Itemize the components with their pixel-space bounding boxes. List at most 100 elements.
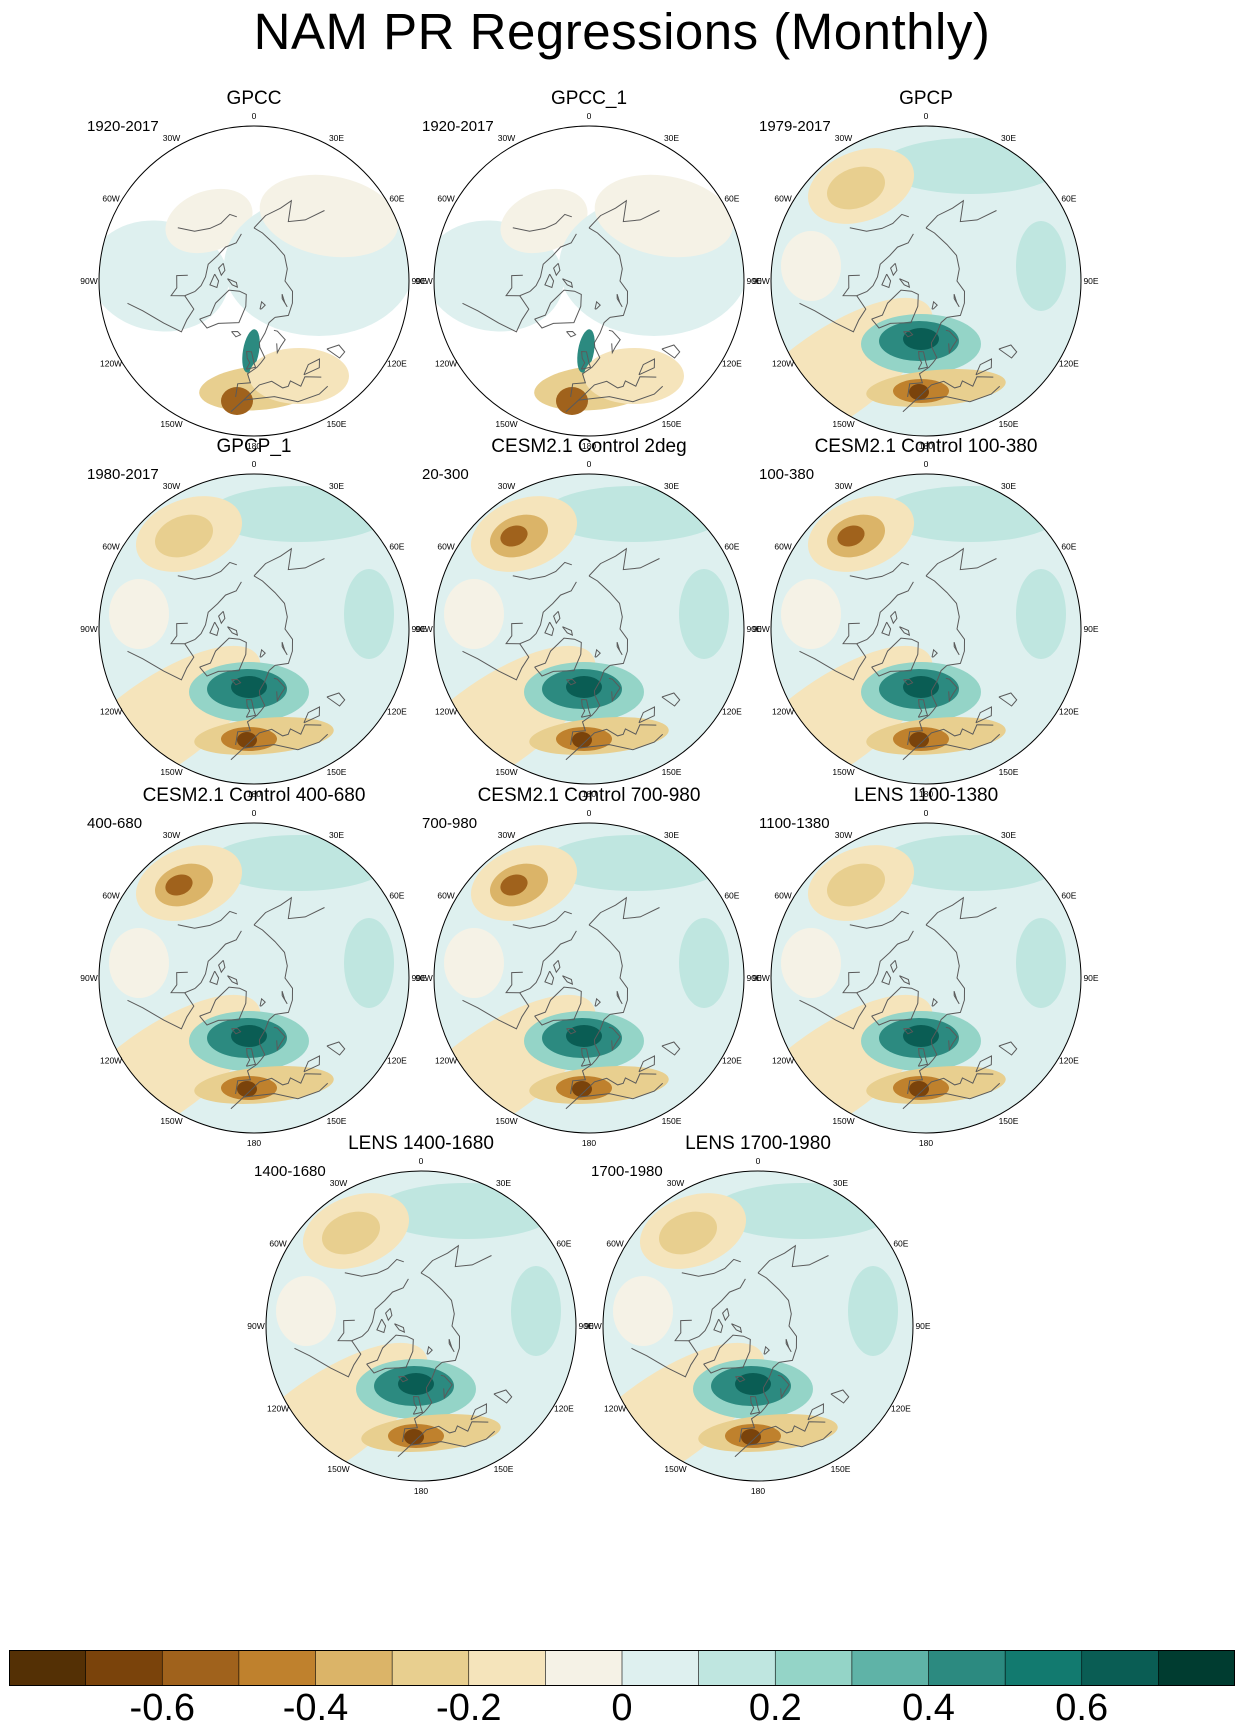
longitude-label: 150W: [495, 1116, 517, 1126]
colorbar-label: 0.6: [1055, 1687, 1109, 1729]
map-border: [98, 822, 410, 1134]
longitude-label: 90W: [584, 1321, 601, 1331]
longitude-label: 30E: [496, 1178, 511, 1188]
map-panel: CESM2.1 Control 2deg 20-300 180 150E 120E 90E…: [409, 436, 769, 816]
longitude-label: 120E: [1059, 1056, 1079, 1066]
regression-field: [771, 823, 1081, 1133]
figure-title: NAM PR Regressions (Monthly): [253, 3, 991, 60]
longitude-label: 150W: [160, 1116, 182, 1126]
regression-field: [603, 1171, 913, 1481]
longitude-label: 150W: [495, 419, 517, 429]
coastlines: [127, 199, 346, 413]
north-america-dry: [444, 579, 504, 649]
longitude-label: 90E: [915, 1321, 930, 1331]
coastlines: [799, 199, 1018, 413]
mediterranean-dry-peak: [572, 1081, 592, 1097]
asia-wet-patch: [1016, 569, 1066, 659]
colorbar-label: -0.2: [436, 1687, 502, 1729]
north-america-dry: [781, 231, 841, 301]
map-panel: LENS 1100-1380 1100-1380 180 150E 120E 90E 60E…: [746, 785, 1106, 1165]
longitude-label: 150W: [160, 767, 182, 777]
longitude-label: 150E: [662, 419, 682, 429]
longitude-label: 60W: [774, 891, 791, 901]
colorbar-swatch: [545, 1650, 623, 1686]
longitude-label: 0: [924, 111, 929, 121]
map-border: [770, 125, 1082, 437]
panel-period: 1980-2017: [87, 466, 159, 483]
map-panel: GPCC_1 1920-2017 180 150E 120E 90E 60E 30E 0 30W 6…: [409, 88, 769, 468]
longitude-label: 0: [252, 808, 257, 818]
longitude-label: 0: [924, 808, 929, 818]
longitude-label: 120W: [772, 1056, 794, 1066]
scandinavia-wet-field: [242, 329, 260, 373]
longitude-label: 150E: [327, 767, 347, 777]
longitude-label: 180: [247, 441, 261, 451]
longitude-label: 60W: [102, 194, 119, 204]
colorbar-swatch: [621, 1650, 700, 1686]
longitude-label: 90W: [752, 973, 769, 983]
longitude-label: 150E: [662, 1116, 682, 1126]
asia-wet-patch: [679, 918, 729, 1008]
asia-wet-patch: [511, 1266, 561, 1356]
longitude-label: 180: [247, 1138, 261, 1148]
longitude-label: 180: [919, 1138, 933, 1148]
longitude-label: 30W: [835, 830, 852, 840]
panel-period: 1400-1680: [254, 1163, 326, 1180]
longitude-label: 90W: [415, 973, 432, 983]
longitude-label: 60W: [606, 1239, 623, 1249]
longitude-label: 90E: [411, 624, 426, 634]
longitude-label: 30W: [835, 133, 852, 143]
colorbar-label: 0: [611, 1687, 633, 1729]
north-america-dry: [781, 928, 841, 998]
longitude-label: 120E: [387, 1056, 407, 1066]
polar-map: 180 150E 120E 90E 60E 30E 0 30W 60W 90W 120W 150W: [415, 111, 762, 451]
panel-period: 1700-1980: [591, 1163, 663, 1180]
map-panel: GPCP 1979-2017 180 150E 120E 90E 60E 30E 0 30W 60W…: [746, 88, 1106, 468]
longitude-label: 30W: [667, 1178, 684, 1188]
regression-field: [434, 126, 744, 436]
longitude-label: 120E: [722, 707, 742, 717]
polar-map: 180 150E 120E 90E 60E 30E 0 30W 60W 90W 120W 150W: [752, 459, 1099, 799]
polar-map: 180 150E 120E 90E 60E 30E 0 30W 60W 90W 120W 150W: [752, 111, 1099, 451]
longitude-label: 30W: [835, 481, 852, 491]
longitude-label: 180: [751, 1486, 765, 1496]
longitude-label: 150W: [832, 767, 854, 777]
longitude-label: 180: [247, 789, 261, 799]
regression-field: [99, 126, 409, 436]
longitude-label: 30W: [498, 133, 515, 143]
panel-title: CESM2.1 Control 700-980: [477, 785, 701, 806]
pacific-dry-core: [321, 1211, 381, 1255]
longitude-label: 90E: [1083, 276, 1098, 286]
longitude-label: 150E: [494, 1464, 514, 1474]
longitude-label: 120W: [267, 1404, 289, 1414]
longitude-label: 120E: [722, 359, 742, 369]
longitude-label: 30W: [163, 830, 180, 840]
longitude-label: 60W: [269, 1239, 286, 1249]
longitude-label: 180: [582, 789, 596, 799]
panel-period: 700-980: [422, 815, 478, 832]
longitude-label: 60E: [724, 542, 739, 552]
panel-period: 20-300: [422, 466, 469, 483]
longitude-label: 120W: [772, 359, 794, 369]
canada-dry-field: [165, 188, 253, 254]
colorbar-swatch: [9, 1650, 87, 1686]
north-america-dry: [109, 928, 169, 998]
longitude-label: 90W: [415, 276, 432, 286]
iberia-dry-core: [556, 387, 588, 415]
longitude-label: 90E: [746, 624, 761, 634]
longitude-label: 60W: [437, 542, 454, 552]
polar-map: 180 150E 120E 90E 60E 30E 0 30W 60W 90W 120W 150W: [584, 1156, 931, 1496]
longitude-label: 30E: [1001, 133, 1016, 143]
longitude-label: 120W: [604, 1404, 626, 1414]
colorbar-swatch: [851, 1650, 930, 1686]
scandinavia-wet-field: [577, 329, 595, 373]
colorbar-swatch: [1158, 1650, 1235, 1686]
longitude-label: 120E: [722, 1056, 742, 1066]
coastlines: [127, 896, 346, 1110]
longitude-label: 90W: [80, 973, 97, 983]
mediterranean-dry-peak: [572, 732, 592, 748]
longitude-label: 60E: [556, 1239, 571, 1249]
longitude-label: 30E: [329, 830, 344, 840]
pacific-dry-peak: [837, 525, 865, 547]
regression-field: [771, 126, 1081, 436]
